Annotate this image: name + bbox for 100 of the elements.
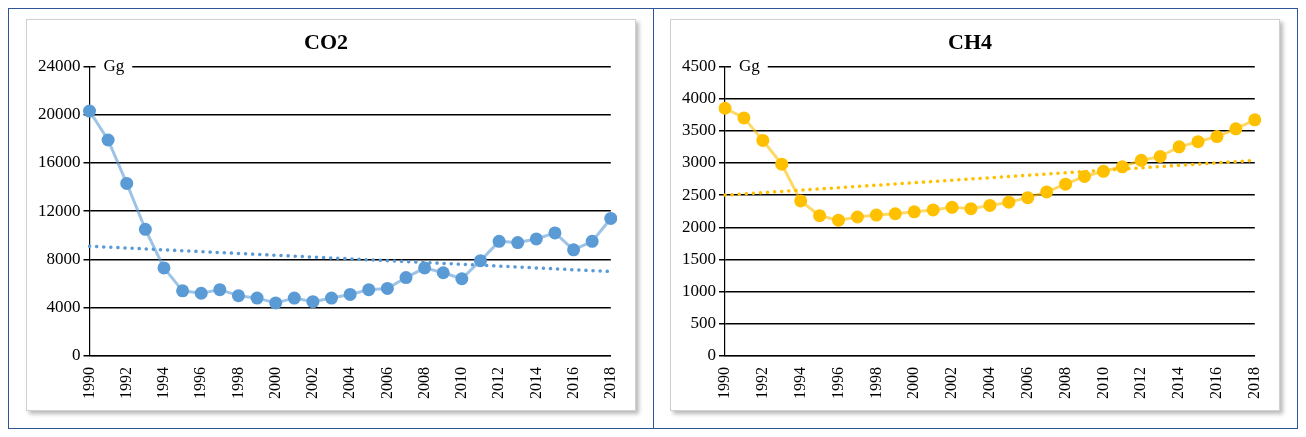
point <box>548 226 562 240</box>
y-tick-label: 4000 <box>46 297 81 317</box>
point <box>492 234 506 248</box>
point <box>1078 169 1092 183</box>
y-axis-title: Gg <box>103 55 125 75</box>
point <box>1229 122 1243 136</box>
y-tick-label: 2500 <box>682 184 717 204</box>
point <box>756 133 770 147</box>
x-tick-label: 2010 <box>451 367 469 399</box>
point <box>1059 177 1073 191</box>
y-tick-label: 4500 <box>682 55 717 75</box>
point <box>343 287 357 301</box>
point <box>1002 195 1016 209</box>
point <box>529 232 543 246</box>
point <box>718 101 732 115</box>
y-tick-label: 1000 <box>682 281 717 301</box>
point <box>213 283 227 297</box>
x-tick-label: 2000 <box>265 367 283 399</box>
point <box>794 194 808 208</box>
point <box>585 234 599 248</box>
point <box>175 284 189 298</box>
point <box>1248 113 1262 127</box>
point <box>1153 150 1167 163</box>
point <box>964 202 978 216</box>
x-tick-label: 2014 <box>526 367 544 399</box>
point <box>1097 164 1111 178</box>
point <box>287 291 301 305</box>
point <box>1210 130 1224 144</box>
point <box>417 261 431 275</box>
point <box>399 271 413 285</box>
point <box>566 243 580 257</box>
y-tick-label: 0 <box>71 345 81 365</box>
x-tick-label: 2000 <box>904 367 922 399</box>
point <box>250 291 264 305</box>
y-tick-label: 0 <box>707 345 717 365</box>
point <box>1021 191 1035 205</box>
y-tick-label: 3500 <box>682 120 717 140</box>
x-tick-label: 2002 <box>302 367 320 399</box>
chart-title: CO2 <box>303 28 348 54</box>
point <box>813 209 827 223</box>
x-tick-label: 2008 <box>1056 367 1074 399</box>
x-tick-label: 1990 <box>79 367 97 399</box>
x-tick-label: 2016 <box>563 367 581 399</box>
x-tick-label: 2012 <box>489 367 507 399</box>
x-tick-label: 1994 <box>153 367 171 399</box>
point <box>436 266 450 280</box>
point <box>268 296 282 310</box>
chart-title: CH4 <box>948 28 993 54</box>
x-tick-label: 2004 <box>980 367 998 399</box>
point <box>1172 140 1186 154</box>
x-tick-label: 2004 <box>340 367 358 399</box>
point <box>983 198 997 212</box>
x-tick-label: 1996 <box>828 367 846 399</box>
point <box>1116 160 1130 174</box>
y-tick-label: 24000 <box>37 55 81 75</box>
point <box>362 283 376 297</box>
point <box>194 286 208 300</box>
x-tick-label: 1994 <box>791 367 809 399</box>
x-tick-label: 2006 <box>1018 367 1036 399</box>
x-tick-label: 1992 <box>753 367 771 399</box>
point <box>157 261 171 275</box>
point <box>851 210 865 224</box>
point <box>231 289 245 303</box>
point <box>945 200 959 214</box>
point <box>82 104 96 118</box>
x-tick-label: 2010 <box>1093 367 1111 399</box>
point <box>455 272 469 286</box>
x-tick-label: 2012 <box>1131 367 1149 399</box>
point <box>1191 135 1205 149</box>
x-tick-label: 1992 <box>116 367 134 399</box>
point <box>889 207 903 221</box>
point <box>138 222 152 236</box>
point <box>775 157 789 171</box>
x-tick-label: 1998 <box>228 367 246 399</box>
x-tick-label: 2018 <box>600 367 618 399</box>
y-tick-label: 2000 <box>682 216 717 236</box>
y-tick-label: 4000 <box>682 88 717 108</box>
y-tick-label: 20000 <box>37 104 81 124</box>
x-tick-label: 2016 <box>1207 367 1225 399</box>
point <box>510 236 524 250</box>
point <box>101 133 115 147</box>
point <box>306 295 320 309</box>
point <box>1040 185 1054 199</box>
x-tick-label: 1990 <box>715 367 733 399</box>
y-tick-label: 3000 <box>682 152 717 172</box>
point <box>604 211 618 225</box>
point <box>473 254 487 268</box>
x-tick-label: 2014 <box>1169 367 1187 399</box>
point <box>1135 153 1149 167</box>
y-tick-label: 12000 <box>37 200 81 220</box>
x-tick-label: 1998 <box>866 367 884 399</box>
point <box>870 208 884 222</box>
x-tick-label: 2008 <box>414 367 432 399</box>
y-tick-label: 1500 <box>682 248 717 268</box>
point <box>737 111 751 125</box>
x-tick-label: 1996 <box>191 367 209 399</box>
point <box>907 205 921 219</box>
point <box>324 291 338 305</box>
x-tick-label: 2006 <box>377 367 395 399</box>
y-tick-label: 500 <box>690 313 717 333</box>
